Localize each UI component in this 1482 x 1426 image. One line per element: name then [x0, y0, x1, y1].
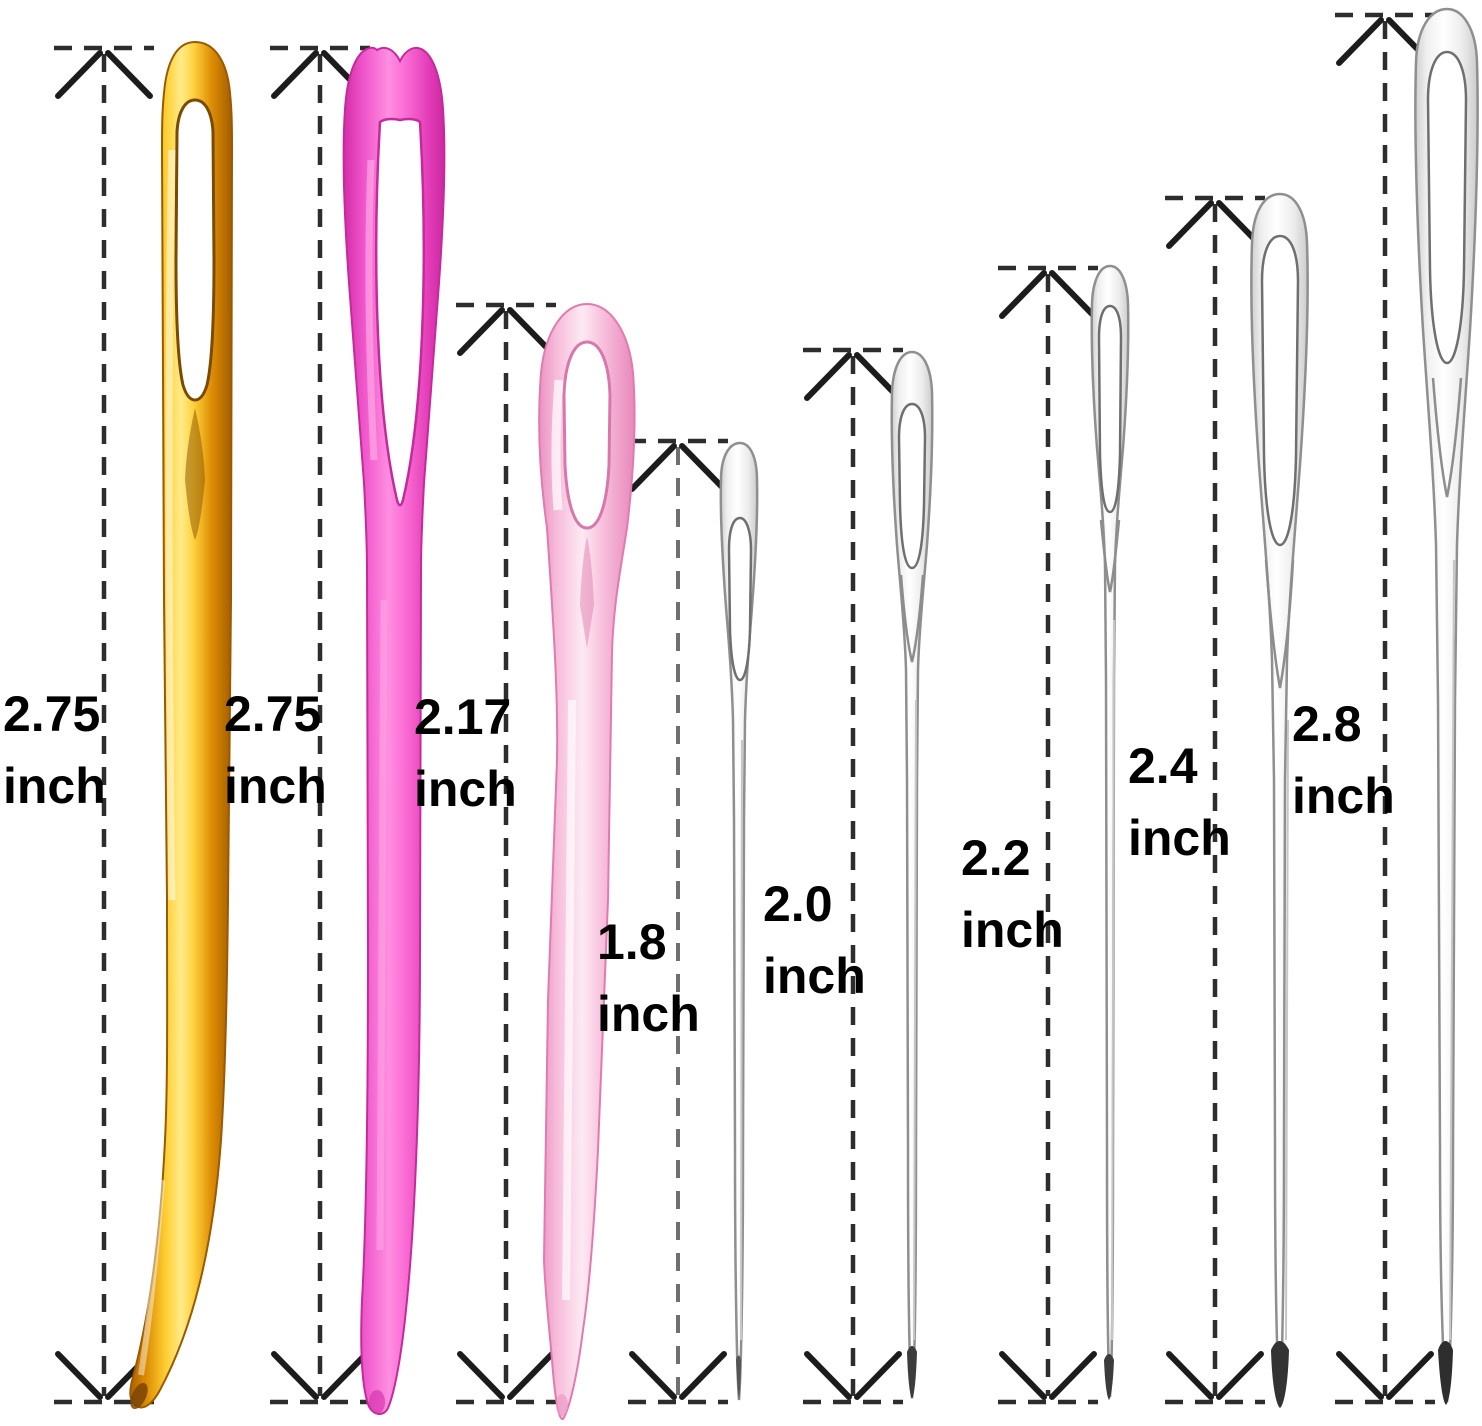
needle-steel-2-4: [1250, 192, 1309, 1408]
size-value: 2.17: [414, 689, 512, 745]
size-value: 2.75: [224, 686, 322, 742]
needle-pink: [538, 302, 636, 1420]
size-unit: inch: [763, 948, 866, 1004]
size-label-steel-1-8: 1.8 inch: [597, 906, 700, 1050]
size-label-gold: 2.75 inch: [3, 678, 106, 822]
size-unit: inch: [3, 758, 106, 814]
size-unit: inch: [1128, 810, 1231, 866]
size-unit: inch: [1292, 768, 1395, 824]
measure-line-gold: [54, 48, 154, 1402]
size-value: 2.0: [763, 876, 833, 932]
size-unit: inch: [961, 902, 1064, 958]
size-unit: inch: [414, 761, 517, 817]
size-label-steel-2-8: 2.8 inch: [1292, 688, 1395, 832]
size-value: 1.8: [597, 914, 667, 970]
needle-steel-2-2: [1090, 264, 1130, 1400]
size-label-steel-2-0: 2.0 inch: [763, 868, 866, 1012]
needle-steel-1-8: [719, 441, 759, 1401]
size-label-pink: 2.17 inch: [414, 681, 517, 825]
size-value: 2.75: [3, 686, 101, 742]
needle-steel-2-8: [1414, 7, 1479, 1405]
needle-magenta: [342, 46, 446, 1415]
measure-line-pink: [456, 305, 556, 1402]
measure-line-steel-2-8: [1335, 15, 1435, 1402]
size-value: 2.2: [961, 830, 1031, 886]
size-unit: inch: [224, 758, 327, 814]
measure-line-magenta: [270, 48, 370, 1402]
size-label-magenta: 2.75 inch: [224, 678, 327, 822]
size-unit: inch: [597, 986, 700, 1042]
size-label-steel-2-2: 2.2 inch: [961, 822, 1064, 966]
size-label-steel-2-4: 2.4 inch: [1128, 730, 1231, 874]
measure-line-steel-2-4: [1165, 198, 1265, 1402]
needle-gold: [129, 40, 234, 1410]
measure-line-steel-2-2: [998, 268, 1098, 1402]
measure-line-steel-1-8: [628, 441, 728, 1402]
needle-steel-2-0: [890, 350, 934, 1399]
size-value: 2.4: [1128, 738, 1198, 794]
size-value: 2.8: [1292, 696, 1362, 752]
